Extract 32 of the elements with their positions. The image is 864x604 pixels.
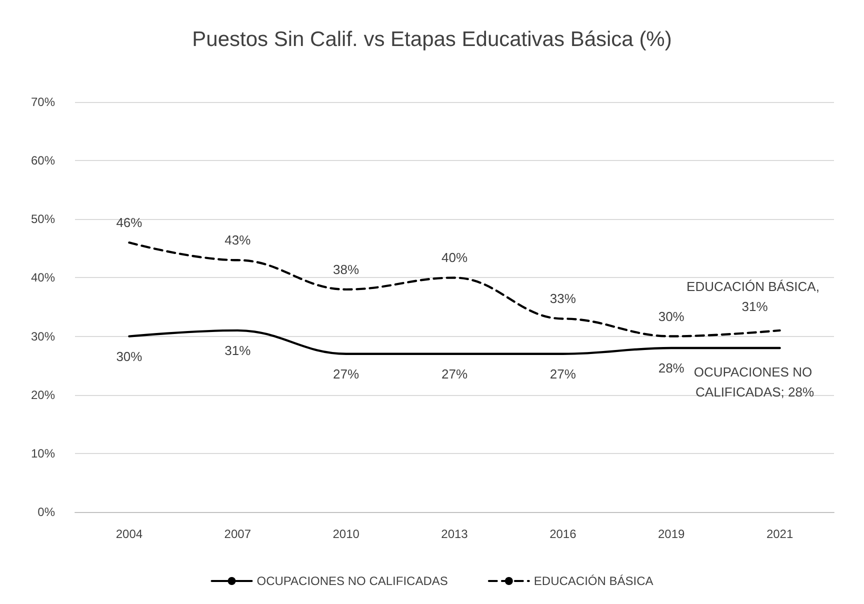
y-tick-label: 40% (30, 270, 56, 285)
x-tick-label: 2007 (224, 527, 252, 541)
data-label: 30% (116, 348, 143, 364)
data-label: 33% (550, 291, 576, 306)
data-label: 40% (441, 250, 468, 266)
y-tick-label: 30% (30, 329, 56, 344)
data-label: 38% (333, 262, 360, 277)
y-tick-label: 70% (30, 95, 56, 109)
data-label: 27% (441, 366, 468, 382)
data-label: 28% (658, 360, 685, 376)
chart-title: Puestos Sin Calif. vs Etapas Educativas Básica (%) (192, 28, 672, 51)
data-label: 43% (224, 232, 252, 248)
legend-label: OCUPACIONES NO CALIFICADAS (256, 574, 448, 588)
data-label: 27% (333, 366, 360, 382)
x-tick-label: 2019 (658, 527, 686, 541)
data-label: 27% (550, 366, 576, 382)
y-tick-label: 10% (30, 446, 56, 460)
x-tick-label: 2013 (441, 527, 468, 541)
x-tick-label: 2004 (116, 527, 143, 541)
x-tick-label: 2016 (550, 527, 577, 541)
legend-label: EDUCACIÓN BÁSICA (534, 574, 654, 588)
data-label: 46% (116, 215, 143, 230)
data-label: EDUCACIÓN BÁSICA, 31% (686, 278, 824, 314)
x-tick-label: 2021 (766, 527, 794, 541)
y-tick-label: 0% (38, 505, 56, 519)
x-tick-label: 2010 (332, 527, 360, 541)
y-tick-label: 20% (30, 388, 56, 402)
data-label: 30% (658, 308, 685, 324)
data-label: 31% (224, 342, 252, 358)
y-tick-label: 60% (30, 154, 56, 168)
y-tick-label: 50% (30, 212, 56, 226)
data-label: OCUPACIONES NO CALIFICADAS; 28% (694, 364, 816, 400)
